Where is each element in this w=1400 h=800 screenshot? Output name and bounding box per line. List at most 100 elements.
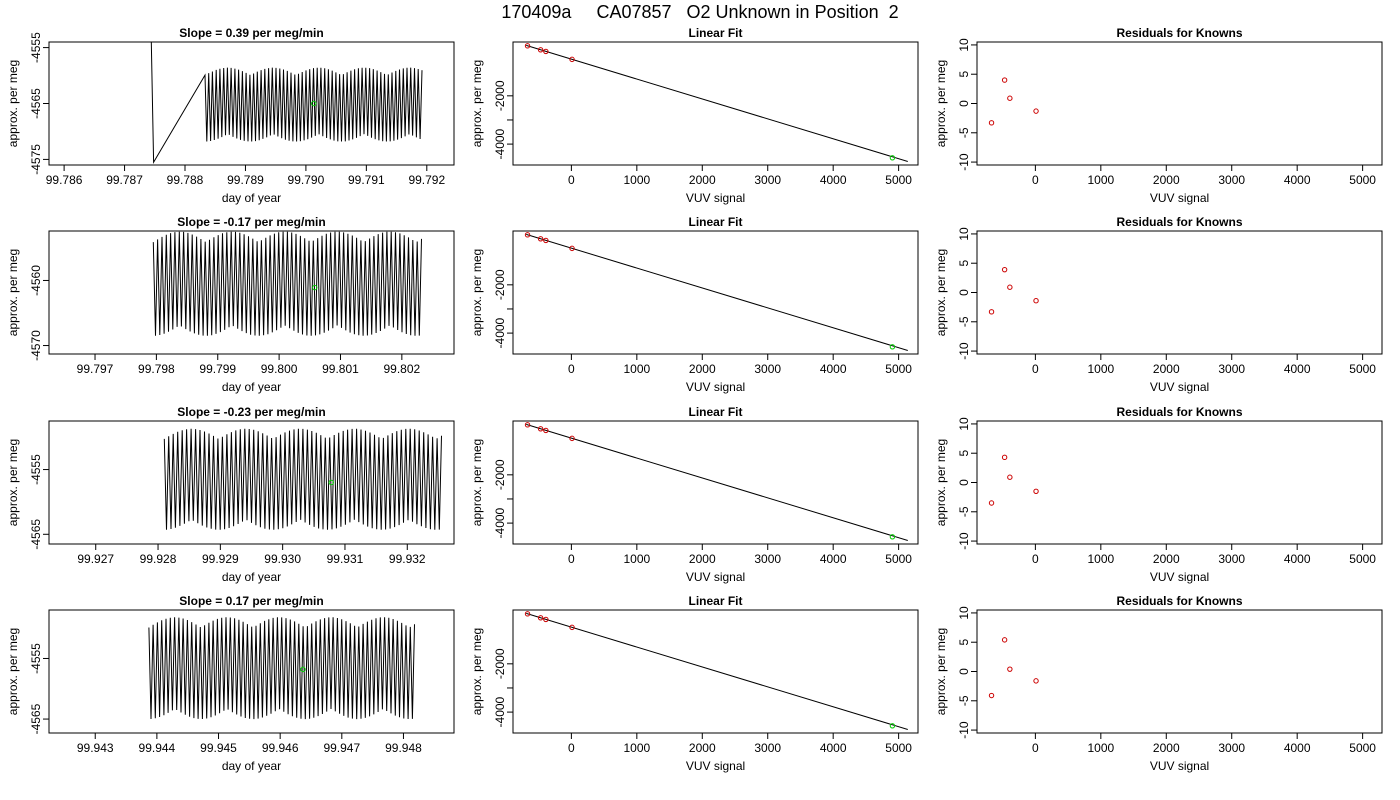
- x-tick-label: 2000: [1153, 362, 1180, 376]
- known-point: [543, 616, 549, 623]
- known-point: [1033, 678, 1039, 684]
- y-tick-label: -2000: [493, 459, 507, 490]
- known-point: [543, 48, 549, 55]
- y-axis-label: approx. per meg: [934, 60, 948, 147]
- plot-frame: [976, 41, 1383, 166]
- x-tick-label: 3000: [1218, 552, 1245, 566]
- chart-panel-5: Linear Fit 0 1000 2000 3000 4000 5000 VUV signa…: [470, 215, 919, 394]
- x-axis: 0 1000 2000 3000 4000 5000: [1032, 733, 1376, 755]
- plot-data: [152, 231, 422, 336]
- known-point: [1033, 298, 1039, 304]
- plot-data: [524, 422, 908, 541]
- y-tick-label: -4555: [29, 454, 43, 485]
- data-line: [152, 231, 422, 336]
- x-axis: 0 1000 2000 3000 4000 5000: [568, 354, 912, 376]
- y-axis-label: approx. per meg: [6, 628, 20, 715]
- x-tick-label: 1000: [1087, 173, 1114, 187]
- known-point: [569, 624, 575, 631]
- x-tick-label: 4000: [820, 173, 847, 187]
- chart-panel-11: Linear Fit 0 1000 2000 3000 4000 5000 VUV signa…: [470, 594, 919, 773]
- x-tick-label: 4000: [1284, 552, 1311, 566]
- y-tick-label: 0: [957, 668, 971, 675]
- x-tick-label: 4000: [820, 362, 847, 376]
- x-tick-label: 5000: [1349, 362, 1376, 376]
- x-tick-label: 99.788: [167, 173, 204, 187]
- x-tick-label: 4000: [1284, 362, 1311, 376]
- y-tick-label: 5: [957, 71, 971, 78]
- y-axis: -4000 -2000: [493, 459, 513, 538]
- chart-title: Linear Fit: [688, 215, 742, 229]
- plot-data: [148, 617, 415, 720]
- x-tick-label: 99.945: [200, 741, 237, 755]
- y-axis-label: approx. per meg: [6, 249, 20, 336]
- y-tick-label: -2000: [493, 648, 507, 679]
- plot-frame: [512, 41, 919, 166]
- fit-line: [526, 612, 908, 730]
- x-tick-label: 2000: [1153, 552, 1180, 566]
- x-tick-label: 0: [568, 173, 575, 187]
- x-axis-label: VUV signal: [1150, 191, 1209, 205]
- unknown-point: [311, 100, 317, 107]
- y-axis-label: approx. per meg: [934, 628, 948, 715]
- known-point: [537, 47, 544, 53]
- x-tick-label: 99.948: [385, 741, 422, 755]
- unknown-point: [312, 284, 318, 291]
- unknown-point: [889, 155, 896, 161]
- y-tick-label: -4565: [29, 703, 43, 734]
- y-tick-label: 10: [957, 606, 971, 620]
- x-tick-label: 0: [568, 741, 575, 755]
- x-tick-label: 1000: [623, 741, 650, 755]
- y-axis: -10 -5 0 5 10: [957, 606, 977, 739]
- x-tick-label: 99.932: [389, 552, 426, 566]
- plot-frame: [976, 230, 1383, 355]
- x-tick-label: 4000: [820, 552, 847, 566]
- y-tick-label: 10: [957, 38, 971, 52]
- x-tick-label: 99.944: [139, 741, 176, 755]
- x-axis-label: day of year: [222, 759, 281, 773]
- y-tick-label: 5: [957, 260, 971, 267]
- x-axis-label: VUV signal: [686, 759, 745, 773]
- known-point: [1001, 637, 1008, 643]
- x-tick-label: 2000: [689, 173, 716, 187]
- known-point: [524, 232, 531, 238]
- x-tick-label: 5000: [1349, 173, 1376, 187]
- y-tick-label: -4575: [29, 144, 43, 175]
- x-tick-label: 99.799: [199, 362, 236, 376]
- known-point: [569, 56, 575, 63]
- known-point: [988, 309, 995, 315]
- y-axis-label: approx. per meg: [470, 628, 484, 715]
- plot-data: [524, 232, 908, 351]
- y-axis: -10 -5 0 5 10: [957, 417, 977, 550]
- chart-title: Residuals for Knowns: [1116, 215, 1242, 229]
- y-tick-label: -4565: [29, 88, 43, 119]
- chart-title: Slope = -0.17 per meg/min: [177, 215, 325, 229]
- x-tick-label: 2000: [1153, 173, 1180, 187]
- y-tick-label: 0: [957, 100, 971, 107]
- plot-data: [524, 43, 908, 162]
- y-tick-label: -5: [957, 316, 971, 327]
- y-axis: -4570 -4560: [29, 265, 49, 361]
- x-tick-label: 99.943: [77, 741, 114, 755]
- plot-data: [988, 77, 1039, 126]
- x-tick-label: 99.928: [140, 552, 177, 566]
- x-tick-label: 0: [1032, 741, 1039, 755]
- plot-frame: [48, 41, 455, 166]
- y-tick-label: -4555: [29, 32, 43, 63]
- chart-title: Linear Fit: [688, 594, 742, 608]
- known-point: [988, 692, 995, 699]
- plot-frame: [48, 609, 455, 734]
- known-point: [1001, 77, 1008, 83]
- y-tick-label: -4570: [29, 330, 43, 361]
- y-axis: -4565 -4555: [29, 643, 49, 734]
- fit-line: [526, 233, 908, 351]
- data-line: [148, 617, 415, 720]
- x-axis-label: VUV signal: [1150, 380, 1209, 394]
- x-tick-label: 5000: [885, 741, 912, 755]
- y-axis: -4000 -2000: [493, 80, 513, 159]
- y-tick-label: -4000: [493, 317, 507, 348]
- data-line: [150, 42, 423, 164]
